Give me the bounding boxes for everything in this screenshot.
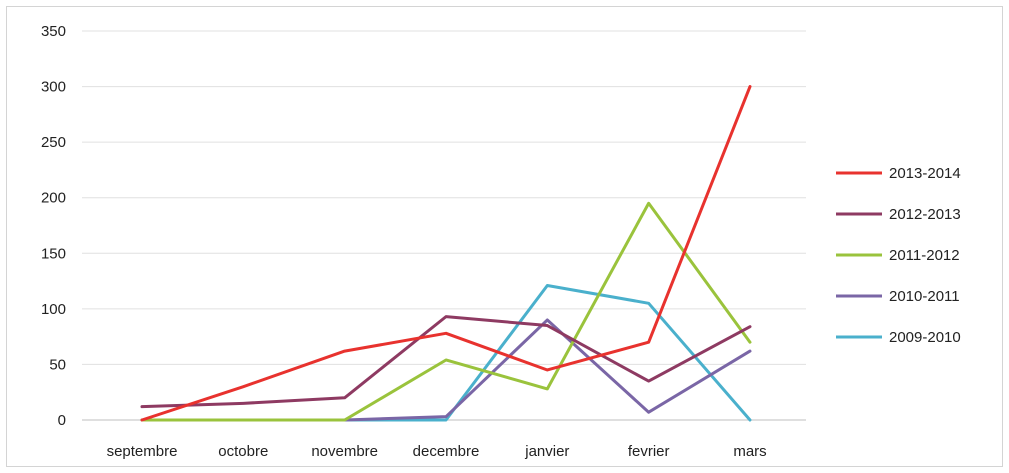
chart-frame [6,6,1003,467]
x-tick-label: septembre [107,443,178,460]
y-tick-label: 300 [41,79,66,96]
x-tick-label: mars [733,443,766,460]
series-line-2011-2012 [140,201,752,422]
x-tick-label: fevrier [628,443,670,460]
y-tick-label: 350 [41,23,66,40]
legend-label: 2013-2014 [889,165,961,182]
legend-label: 2009-2010 [889,329,961,346]
series-line-2009-2010 [140,284,752,422]
legend-label: 2011-2012 [889,247,960,264]
y-axis-ticks: 0 50 100 150 200 250 300 350 [41,23,66,429]
y-tick-label: 100 [41,301,66,318]
series-line-2012-2013 [140,315,752,409]
y-tick-label: 250 [41,134,66,151]
x-tick-label: decembre [413,443,480,460]
legend: 2013-2014 2012-2013 2011-2012 2010-2011 2009… [836,165,961,346]
y-tick-label: 50 [49,356,66,373]
x-tick-label: janvier [524,443,569,460]
y-tick-label: 200 [41,190,66,207]
legend-label: 2012-2013 [889,206,961,223]
x-axis-ticks: septembre octobre novembre decembre janvier f… [107,443,767,460]
x-tick-label: octobre [218,443,268,460]
series-lines [140,85,752,422]
y-tick-label: 0 [58,412,66,429]
series-line-2013-2014 [140,85,752,422]
y-tick-label: 150 [41,245,66,262]
legend-label: 2010-2011 [889,288,960,305]
x-tick-label: novembre [311,443,378,460]
